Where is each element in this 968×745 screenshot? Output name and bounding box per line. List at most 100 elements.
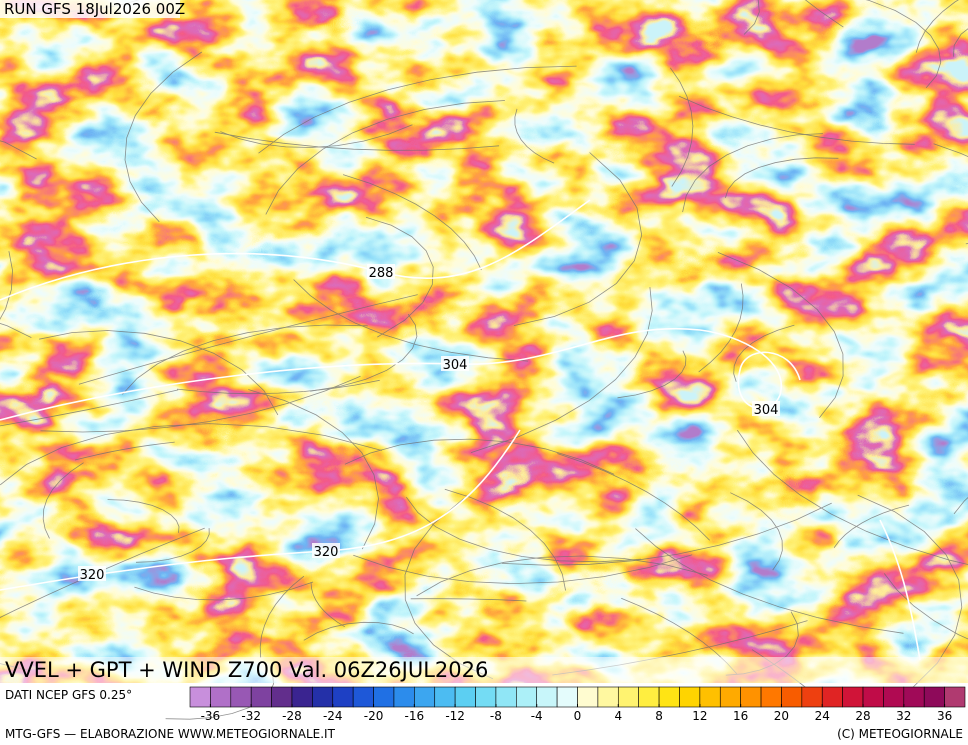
- title-bg: [0, 657, 968, 683]
- colorbar-swatch: [556, 686, 578, 708]
- streamline: [39, 330, 279, 416]
- colorbar-swatch: [883, 686, 905, 708]
- colorbar-swatch: [373, 686, 395, 708]
- colorbar-swatch: [923, 686, 945, 708]
- streamline: [293, 279, 529, 362]
- run-label: RUN GFS 18Jul2026 00Z: [4, 0, 185, 18]
- colorbar-swatch: [862, 686, 884, 708]
- colorbar-swatch: [842, 686, 864, 708]
- streamline: [698, 283, 744, 373]
- streamline: [344, 438, 615, 475]
- streamline: [176, 379, 380, 395]
- colorbar-swatch: [312, 686, 334, 708]
- colorbar-swatch: [516, 686, 538, 708]
- streamline: [258, 65, 577, 154]
- contour-label-bg: [441, 356, 469, 371]
- colorbar-swatch: [617, 686, 639, 708]
- colorbar-tick-label: 0: [574, 709, 582, 723]
- streamline: [953, 28, 968, 57]
- streamline: [514, 108, 555, 164]
- colorbar-tick-label: -36: [201, 709, 221, 723]
- streamline: [833, 504, 910, 548]
- colorbar-tick-label: -20: [364, 709, 384, 723]
- colorbar-swatch: [454, 686, 476, 708]
- colorbar-tick-label: 12: [692, 709, 707, 723]
- colorbar-tick-label: 36: [937, 709, 952, 723]
- streamline: [310, 313, 418, 392]
- contour-label-bg: [752, 401, 780, 416]
- streamline: [617, 350, 687, 399]
- contour-label-bg: [312, 543, 340, 558]
- streamline: [635, 528, 904, 634]
- colorbar-swatch: [189, 686, 211, 708]
- streamline: [134, 581, 314, 601]
- colorbar-tick-label: 4: [614, 709, 622, 723]
- streamline: [107, 499, 180, 533]
- streamline: [444, 488, 566, 591]
- colorbar-tick-label: 32: [896, 709, 911, 723]
- colorbar-tick-label: -16: [405, 709, 425, 723]
- streamline: [410, 598, 527, 602]
- footer-left: MTG-GFS — ELABORAZIONE WWW.METEOGIORNALE…: [5, 727, 336, 741]
- colorbar-swatch: [250, 686, 272, 708]
- colorbar-swatch: [332, 686, 354, 708]
- streamline: [730, 492, 783, 571]
- streamline: [733, 324, 795, 382]
- colorbar-swatch: [210, 686, 232, 708]
- streamline: [310, 582, 346, 628]
- colorbar-swatch: [760, 686, 782, 708]
- colorbar-swatch: [699, 686, 721, 708]
- colorbar-swatch: [679, 686, 701, 708]
- streamline: [678, 95, 915, 145]
- colorbar-tick-label: -4: [531, 709, 543, 723]
- streamline: [0, 527, 205, 618]
- streamline: [78, 294, 418, 385]
- streamline: [736, 429, 968, 565]
- colorbar-swatch: [230, 686, 252, 708]
- colorbar-tick-label: 28: [855, 709, 870, 723]
- streamline: [365, 216, 434, 338]
- streamline: [857, 494, 963, 692]
- streamline: [214, 131, 500, 151]
- streamline: [0, 389, 179, 427]
- colorbar-tick-label: 20: [774, 709, 789, 723]
- colorbar-swatch: [393, 686, 415, 708]
- streamline: [513, 152, 643, 326]
- colorbar-swatch: [903, 686, 925, 708]
- footer-right: (C) METEOGIORNALE: [837, 727, 963, 741]
- vertical-velocity-field: [0, 0, 968, 683]
- colorbar-swatch: [740, 686, 762, 708]
- colorbar-swatch: [291, 686, 313, 708]
- colorbar-tick-label: 24: [815, 709, 830, 723]
- colorbar-swatch: [781, 686, 803, 708]
- colorbar-tick-label: -32: [241, 709, 261, 723]
- streamline: [0, 251, 13, 320]
- contour-label-bg: [78, 566, 106, 581]
- colorbar-swatch: [414, 686, 436, 708]
- streamline: [405, 496, 641, 563]
- colorbar-swatch: [271, 686, 293, 708]
- contour-label: 288: [369, 266, 394, 281]
- streamline: [804, 0, 844, 28]
- colorbar-swatch: [352, 686, 374, 708]
- colorbar-tick-label: -12: [445, 709, 465, 723]
- colorbar-swatch: [821, 686, 843, 708]
- colorbar-tick-label: -28: [282, 709, 302, 723]
- streamline: [743, 0, 760, 35]
- wind-streamlines: [0, 0, 968, 720]
- colorbar-swatch: [434, 686, 456, 708]
- streamline: [0, 423, 383, 486]
- colorbar-swatch: [495, 686, 517, 708]
- colorbar-swatch: [475, 686, 497, 708]
- streamline: [883, 573, 968, 640]
- streamline: [342, 174, 482, 271]
- colorbar-tick-label: 8: [655, 709, 663, 723]
- map-title: VVEL + GPT + WIND Z700 Val. 06Z26JUL2026: [5, 658, 488, 682]
- streamline: [74, 441, 175, 461]
- streamline: [40, 375, 361, 433]
- colorbar-tick-label: -24: [323, 709, 343, 723]
- streamline: [303, 621, 414, 641]
- colorbar-swatch: [719, 686, 741, 708]
- contour-label: 304: [754, 403, 779, 418]
